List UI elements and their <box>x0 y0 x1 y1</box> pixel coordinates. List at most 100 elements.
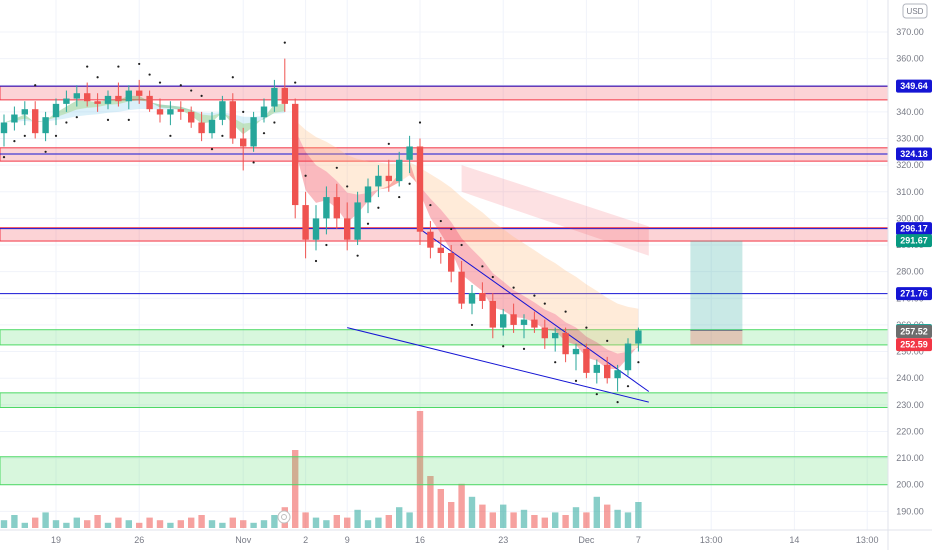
candle <box>125 85 132 110</box>
price-tick-label: 240.00 <box>896 373 924 383</box>
candle-body <box>385 175 392 182</box>
volume-bar <box>375 517 382 528</box>
sar-dot <box>190 89 193 92</box>
sar-dot <box>231 76 234 79</box>
sar-dot <box>564 310 567 313</box>
volume-bar <box>94 515 101 528</box>
candle <box>416 138 424 246</box>
price-tick-label: 190.00 <box>896 506 924 516</box>
volume-bar <box>500 504 507 528</box>
sar-dot <box>138 62 141 66</box>
candle-body <box>94 101 101 104</box>
candle-body <box>510 314 517 325</box>
price-label: 349.64 <box>896 79 932 93</box>
volume-bar <box>510 512 517 528</box>
sar-dot <box>616 401 619 404</box>
candle-body <box>229 101 236 139</box>
candle-body <box>208 119 216 134</box>
volume-bar <box>427 476 434 528</box>
candle <box>156 98 164 123</box>
price-label-badge <box>896 79 932 93</box>
candle-body <box>0 122 8 134</box>
candle <box>94 93 101 112</box>
candle-body <box>604 364 611 379</box>
candle-body <box>167 109 174 115</box>
long-position-box[interactable] <box>690 240 743 345</box>
candle-body <box>136 90 143 96</box>
volume-bar <box>614 509 621 528</box>
sar-dot <box>637 361 640 364</box>
parabolic-sar-dots <box>2 41 640 404</box>
volume-bar <box>489 512 496 528</box>
volume-bar <box>156 520 164 528</box>
currency-label: USD <box>907 7 924 16</box>
volume-bar <box>229 517 236 528</box>
time-tick-label: 19 <box>51 535 61 545</box>
volume-bar <box>635 502 642 528</box>
sar-dot <box>554 361 557 364</box>
price-label: 296.17 <box>896 222 932 236</box>
candle <box>635 327 642 352</box>
projected-ribbon <box>461 165 649 256</box>
candle-body <box>21 109 28 115</box>
price-tick-label: 320.00 <box>896 160 924 170</box>
sar-dot <box>304 174 307 177</box>
candle <box>198 111 205 142</box>
candle <box>552 327 559 352</box>
sar-dot <box>221 134 224 137</box>
volume-bar <box>52 520 60 528</box>
candle-body <box>416 146 424 232</box>
price-label-text: 324.18 <box>900 149 928 159</box>
volume-bar <box>32 517 39 528</box>
candle-body <box>552 332 559 339</box>
price-tick-label: 360.00 <box>896 54 924 64</box>
volume-bar <box>42 512 49 528</box>
price-label-text: 349.64 <box>900 81 928 91</box>
candle-body <box>375 175 382 187</box>
candle <box>115 82 122 107</box>
currency-selector[interactable]: USD <box>902 3 928 19</box>
candle-body <box>240 138 247 147</box>
price-tick-label: 250.00 <box>896 347 924 357</box>
candle <box>572 343 580 371</box>
price-label-badge <box>896 234 932 248</box>
candle-body <box>219 101 226 120</box>
price-label-badge <box>896 222 932 236</box>
sar-dot <box>543 302 546 305</box>
candle <box>489 292 496 339</box>
sar-dot <box>65 121 68 124</box>
short-ema-ribbon <box>295 129 400 223</box>
sar-dot <box>252 161 255 164</box>
candle-body <box>614 370 621 379</box>
price-label: 252.59 <box>896 338 932 352</box>
price-label-text: 291.67 <box>900 236 928 246</box>
candle <box>250 111 257 152</box>
volume-bar <box>260 520 268 528</box>
sar-dot <box>439 219 442 223</box>
candle <box>427 221 434 259</box>
candle <box>229 93 236 144</box>
sar-dot <box>460 243 463 247</box>
volume-bar <box>531 515 538 528</box>
volume-bar <box>146 517 153 528</box>
sar-dot <box>522 347 526 350</box>
candle <box>0 114 8 147</box>
sar-dot <box>54 134 58 137</box>
volume-bar <box>198 515 205 528</box>
sar-dot <box>158 81 162 84</box>
candle-body <box>198 122 205 134</box>
price-tick-label: 310.00 <box>896 187 924 197</box>
price-label-badge <box>896 338 932 352</box>
candle <box>375 165 382 198</box>
sar-dot <box>200 94 203 97</box>
candle-body <box>115 95 122 102</box>
price-label-text: 257.52 <box>900 327 928 337</box>
candle-body <box>572 348 580 355</box>
sar-dot <box>398 195 401 199</box>
sar-dot <box>418 121 422 124</box>
volume-bar <box>458 483 465 528</box>
candle <box>458 261 465 309</box>
volume-bar <box>385 515 392 528</box>
